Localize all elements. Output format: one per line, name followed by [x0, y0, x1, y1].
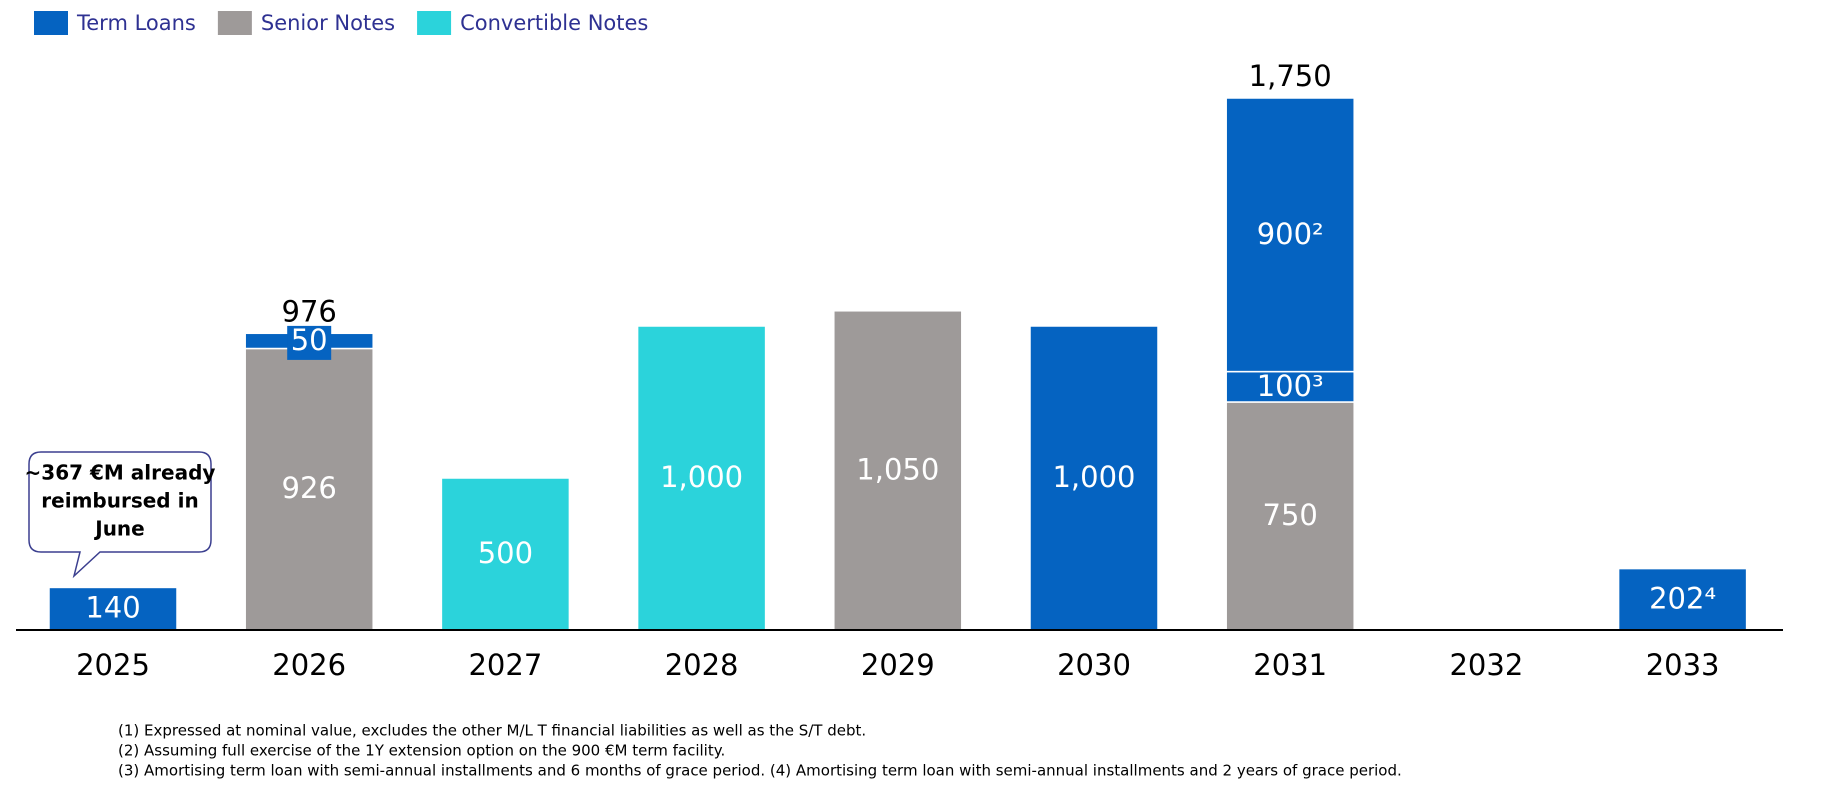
bar-segment — [833, 310, 963, 631]
footnote: (2) Assuming full exercise of the 1Y ext… — [118, 742, 725, 760]
value-label: 1,000 — [660, 460, 743, 494]
legend-swatch — [217, 11, 252, 35]
value-label: 900² — [1257, 217, 1324, 251]
bar-segment — [48, 586, 178, 631]
value-label: 100³ — [1257, 369, 1324, 403]
value-label: 50 — [291, 323, 328, 357]
x-tick-label: 2031 — [1253, 648, 1327, 682]
total-label: 1,750 — [1249, 59, 1332, 93]
bar-segment — [1617, 567, 1748, 631]
legend-label: Senior Notes — [261, 11, 395, 35]
x-tick-label: 2029 — [861, 648, 935, 682]
x-tick-label: 2027 — [468, 648, 542, 682]
callout: ~367 €M already reimbursed in June — [25, 461, 216, 541]
legend-label: Convertible Notes — [460, 11, 648, 35]
bar-segment — [1029, 325, 1159, 631]
x-tick-label: 2032 — [1449, 648, 1523, 682]
x-tick-label: 2028 — [665, 648, 739, 682]
callout-text: ~367 €M already — [25, 461, 216, 485]
callout-box — [28, 451, 212, 579]
value-label: 750 — [1263, 498, 1318, 532]
bar-segment — [1225, 97, 1355, 373]
footnote: (3) Amortising term loan with semi-annua… — [118, 762, 1402, 780]
bar-segment — [244, 347, 374, 631]
value-label: 926 — [282, 471, 337, 505]
footnote: (1) Expressed at nominal value, excludes… — [118, 722, 866, 740]
bar-segment — [1225, 370, 1355, 403]
total-label: 976 — [282, 294, 337, 328]
legend-swatch — [34, 11, 68, 35]
value-label: 140 — [85, 591, 140, 625]
label-background — [287, 325, 332, 360]
x-tick-label: 2025 — [76, 648, 150, 682]
legend-swatch — [417, 11, 452, 35]
legend-label: Term Loans — [76, 11, 196, 35]
value-label: 1,050 — [856, 452, 939, 486]
x-tick-label: 2030 — [1057, 648, 1131, 682]
callout-text: June — [93, 517, 144, 541]
value-label: 202⁴ — [1649, 581, 1716, 615]
value-label: 500 — [478, 536, 533, 570]
x-tick-label: 2026 — [272, 648, 346, 682]
x-tick-label: 2033 — [1646, 648, 1720, 682]
callout-text: reimbursed in — [41, 489, 198, 513]
value-label: 1,000 — [1052, 460, 1135, 494]
